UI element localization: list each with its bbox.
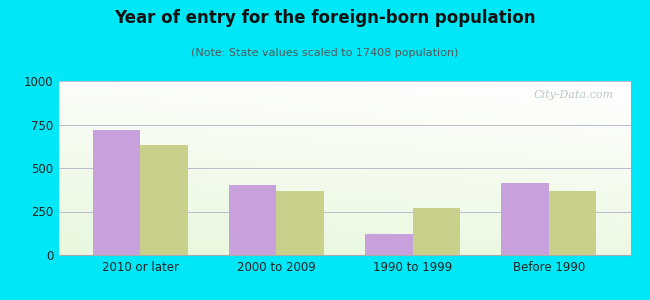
- Bar: [365, 234, 413, 255]
- Bar: [229, 185, 276, 255]
- Text: Year of entry for the foreign-born population: Year of entry for the foreign-born popul…: [114, 9, 536, 27]
- Bar: [92, 130, 140, 255]
- Bar: [501, 183, 549, 255]
- Text: (Note: State values scaled to 17408 population): (Note: State values scaled to 17408 popu…: [191, 48, 459, 58]
- Text: City-Data.com: City-Data.com: [533, 90, 614, 100]
- Bar: [413, 208, 460, 255]
- Bar: [140, 145, 188, 255]
- Bar: [549, 190, 597, 255]
- Bar: [276, 190, 324, 255]
